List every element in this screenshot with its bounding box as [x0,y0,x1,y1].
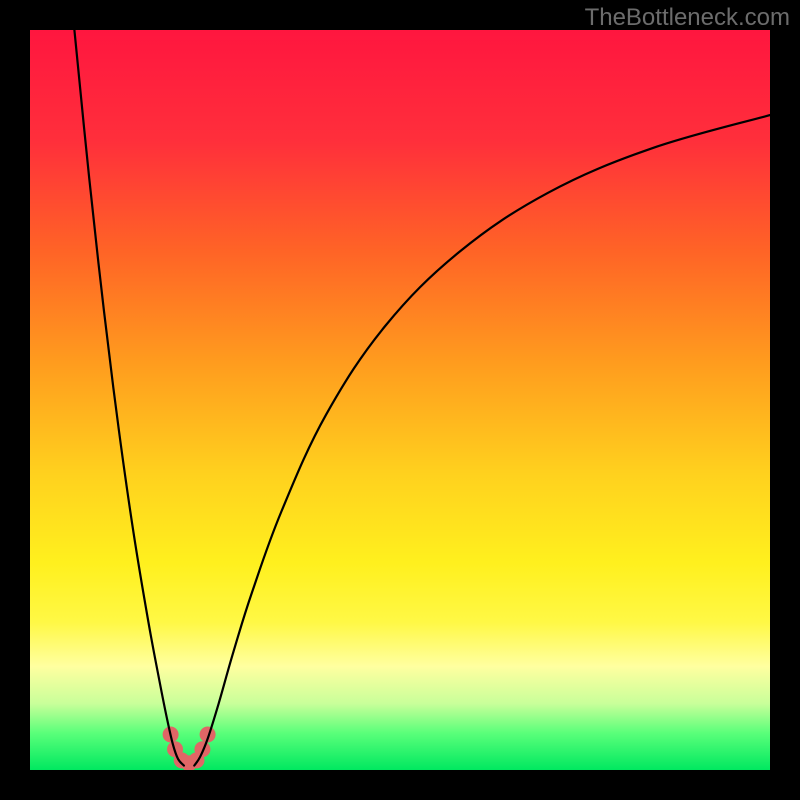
gradient-background [30,30,770,770]
bottleneck-curve-chart [30,30,770,770]
plot-area [30,30,770,770]
watermark-text: TheBottleneck.com [585,4,790,32]
chart-frame: TheBottleneck.com [0,0,800,800]
